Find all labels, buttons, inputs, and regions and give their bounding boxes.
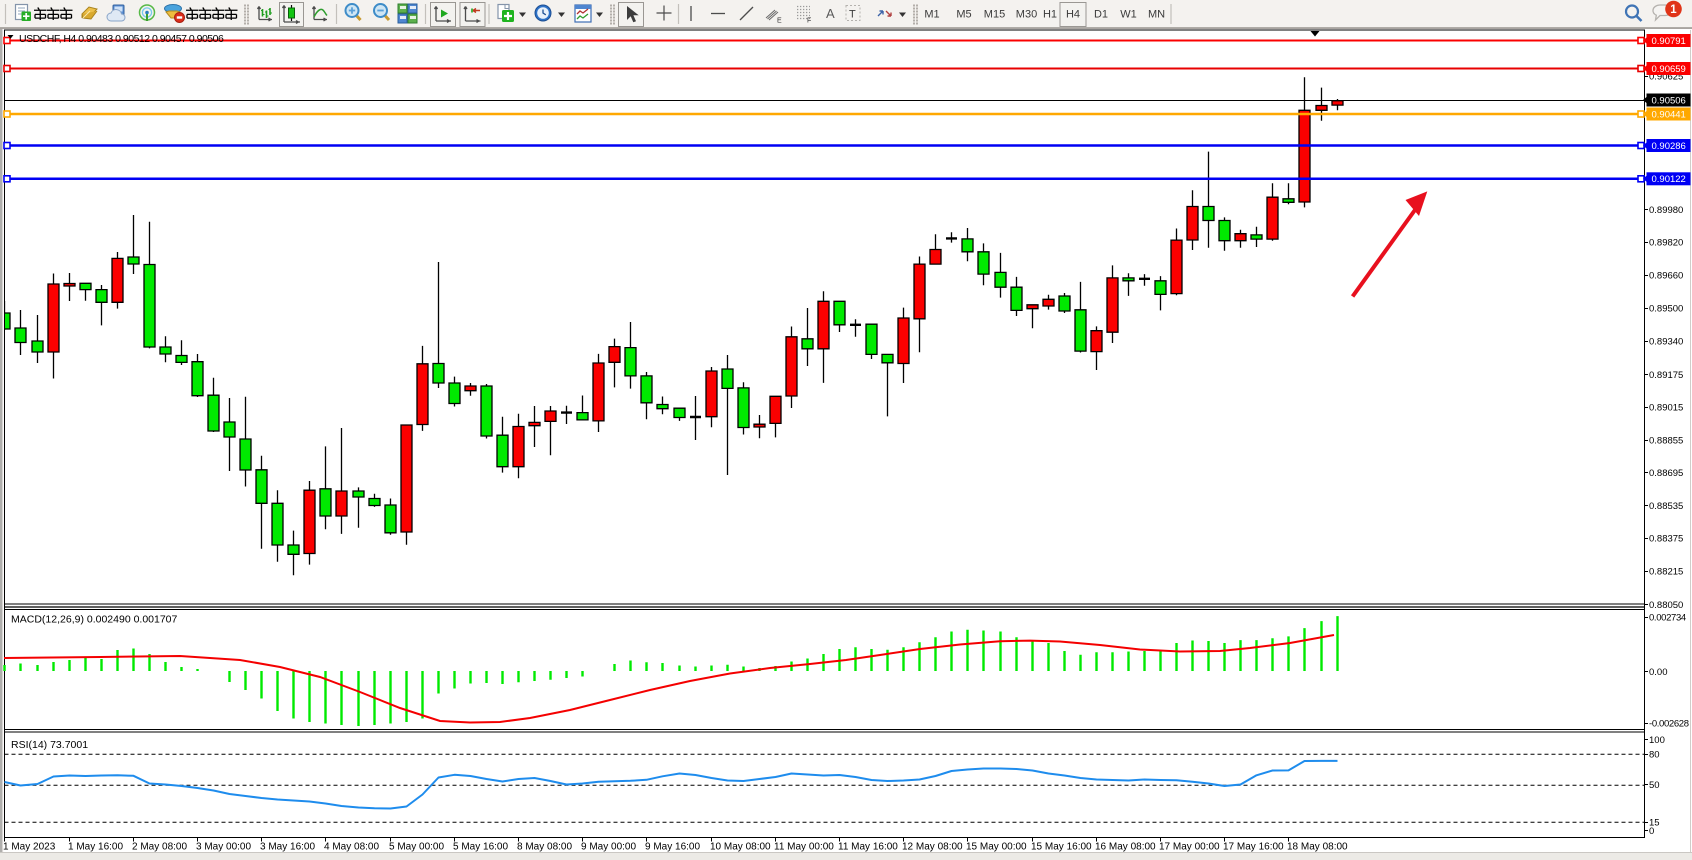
svg-text:0.89980: 0.89980: [1649, 205, 1683, 216]
svg-text:0.90791: 0.90791: [1652, 36, 1686, 47]
svg-text:USDCHF, H4 0.90483 0.90512 0.: USDCHF, H4 0.90483 0.90512 0.90457 0.905…: [19, 33, 224, 45]
svg-text:10 May 08:00: 10 May 08:00: [710, 842, 771, 853]
svg-text:0.89340: 0.89340: [1649, 336, 1683, 347]
svg-text:0.90625: 0.90625: [1649, 71, 1683, 82]
svg-text:-0.002628: -0.002628: [1649, 719, 1689, 730]
svg-text:9 May 16:00: 9 May 16:00: [645, 842, 700, 853]
svg-text:W1: W1: [1120, 9, 1137, 21]
svg-text:11 May 00:00: 11 May 00:00: [774, 842, 834, 853]
svg-text:17 May 16:00: 17 May 16:00: [1223, 842, 1284, 853]
svg-text:A: A: [826, 6, 835, 21]
svg-text:0.89660: 0.89660: [1649, 270, 1683, 281]
svg-text:MN: MN: [1148, 9, 1165, 21]
svg-text:MACD(12,26,9) 0.002490 0.00170: MACD(12,26,9) 0.002490 0.001707: [11, 614, 178, 626]
svg-text:17 May 00:00: 17 May 00:00: [1159, 842, 1220, 853]
svg-text:0.88535: 0.88535: [1649, 501, 1683, 512]
svg-text:0.88215: 0.88215: [1649, 566, 1683, 577]
svg-text:15: 15: [1649, 818, 1660, 829]
svg-text:1: 1: [1670, 4, 1677, 16]
svg-text:0.88050: 0.88050: [1649, 600, 1683, 611]
svg-text:0.90441: 0.90441: [1652, 109, 1686, 120]
svg-text:0.90286: 0.90286: [1652, 141, 1686, 152]
svg-text:0.00: 0.00: [1649, 667, 1668, 678]
svg-text:16 May 08:00: 16 May 08:00: [1095, 842, 1156, 853]
svg-text:0.89500: 0.89500: [1649, 303, 1683, 314]
svg-text:M5: M5: [956, 9, 971, 21]
svg-text:2 May 08:00: 2 May 08:00: [132, 842, 187, 853]
svg-text:M1: M1: [924, 9, 939, 21]
svg-text:4 May 08:00: 4 May 08:00: [324, 842, 379, 853]
svg-text:12 May 08:00: 12 May 08:00: [902, 842, 963, 853]
svg-text:0.90506: 0.90506: [1652, 95, 1686, 106]
svg-text:9 May 00:00: 9 May 00:00: [581, 842, 636, 853]
svg-text:15 May 00:00: 15 May 00:00: [966, 842, 1027, 853]
svg-text:0: 0: [1649, 826, 1654, 837]
svg-text:M15: M15: [984, 9, 1005, 21]
svg-text:F: F: [807, 18, 811, 25]
svg-text:1 May 16:00: 1 May 16:00: [68, 842, 123, 853]
svg-text:18 May 08:00: 18 May 08:00: [1287, 842, 1348, 853]
svg-text:0.88375: 0.88375: [1649, 534, 1683, 545]
svg-text:100: 100: [1649, 735, 1665, 746]
svg-text:0.88855: 0.88855: [1649, 435, 1683, 446]
svg-text:0.90122: 0.90122: [1652, 174, 1686, 185]
svg-text:8 May 08:00: 8 May 08:00: [517, 842, 572, 853]
svg-text:5 May 00:00: 5 May 00:00: [389, 842, 444, 853]
svg-text:5 May 16:00: 5 May 16:00: [453, 842, 508, 853]
svg-text:T: T: [849, 9, 856, 21]
svg-text:M30: M30: [1016, 9, 1037, 21]
svg-text:D1: D1: [1094, 9, 1108, 21]
svg-text:0.89820: 0.89820: [1649, 238, 1683, 249]
svg-text:H1: H1: [1043, 9, 1057, 21]
svg-text:11 May 16:00: 11 May 16:00: [838, 842, 898, 853]
svg-text:0.90659: 0.90659: [1652, 64, 1686, 75]
svg-text:80: 80: [1649, 750, 1660, 761]
svg-text:RSI(14) 73.7001: RSI(14) 73.7001: [11, 739, 88, 751]
svg-text:15 May 16:00: 15 May 16:00: [1031, 842, 1092, 853]
svg-text:0.88695: 0.88695: [1649, 468, 1683, 479]
svg-text:50: 50: [1649, 780, 1660, 791]
svg-text:1 May 2023: 1 May 2023: [3, 842, 56, 853]
svg-text:3 May 16:00: 3 May 16:00: [260, 842, 315, 853]
svg-text:3 May 00:00: 3 May 00:00: [196, 842, 251, 853]
svg-text:H4: H4: [1066, 9, 1080, 21]
svg-text:0.89175: 0.89175: [1649, 370, 1683, 381]
svg-text:0.89015: 0.89015: [1649, 403, 1683, 414]
svg-text:E: E: [777, 18, 782, 25]
svg-text:0.002734: 0.002734: [1649, 613, 1686, 624]
